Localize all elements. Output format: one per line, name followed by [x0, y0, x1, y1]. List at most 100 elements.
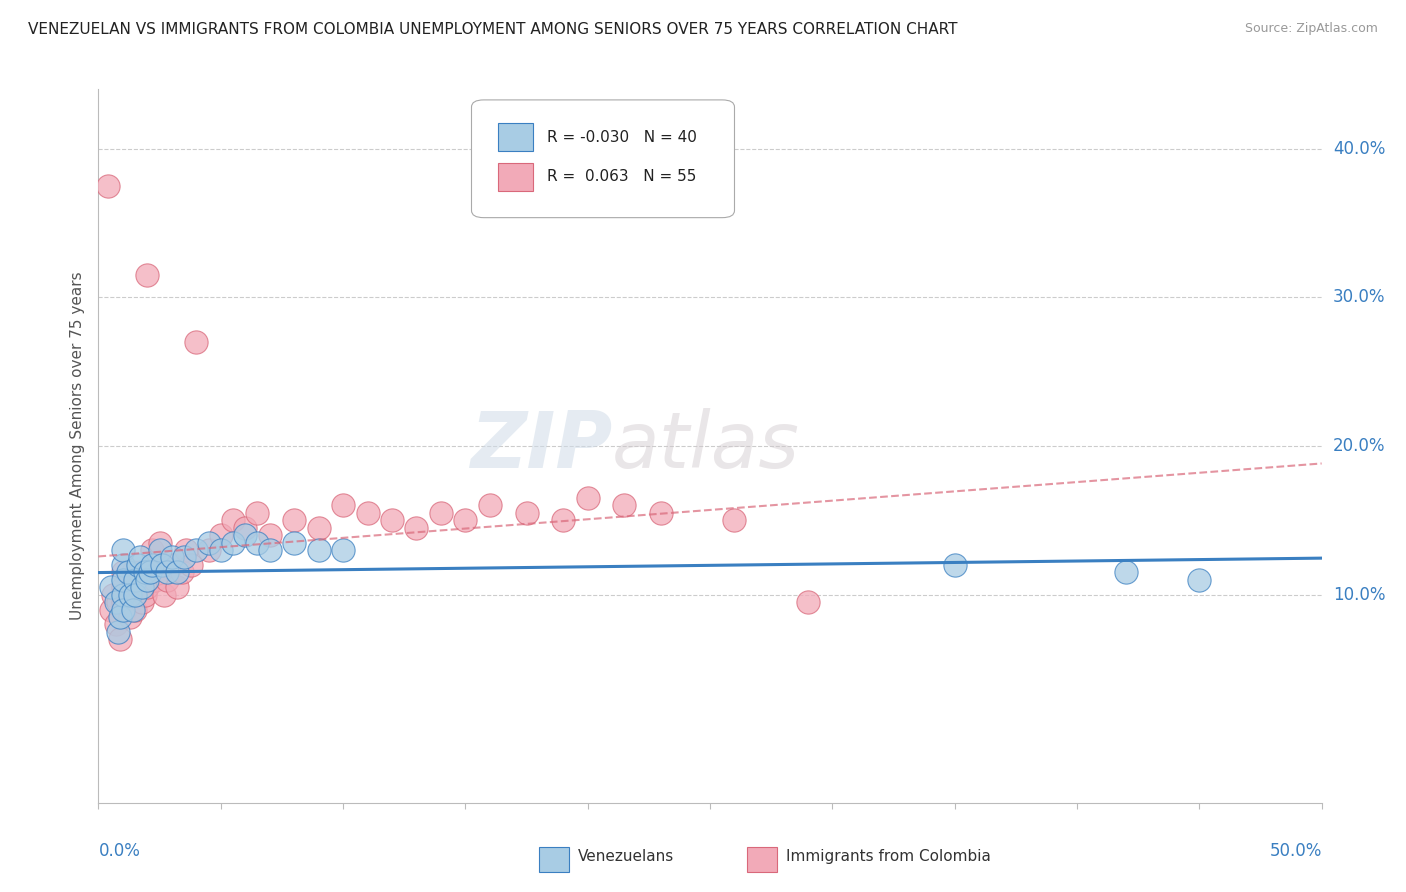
Point: [381, 513, 404, 527]
Point: [173, 550, 195, 565]
Point: [197, 543, 219, 558]
Text: 50.0%: 50.0%: [1270, 842, 1322, 860]
Point: [111, 558, 134, 572]
Point: [259, 528, 281, 542]
Point: [150, 558, 173, 572]
Point: [131, 580, 153, 594]
Point: [723, 513, 745, 527]
Point: [259, 543, 281, 558]
Point: [111, 566, 134, 580]
Point: [332, 499, 354, 513]
Point: [166, 580, 188, 594]
Point: [1115, 566, 1137, 580]
Text: 40.0%: 40.0%: [1333, 140, 1385, 158]
Point: [100, 580, 122, 594]
Point: [150, 558, 173, 572]
Point: [797, 595, 820, 609]
Point: [141, 543, 163, 558]
Text: Source: ZipAtlas.com: Source: ZipAtlas.com: [1244, 22, 1378, 36]
Point: [107, 624, 129, 639]
FancyBboxPatch shape: [498, 163, 533, 191]
Point: [131, 595, 153, 609]
Point: [111, 543, 134, 558]
Point: [124, 573, 146, 587]
Text: Immigrants from Colombia: Immigrants from Colombia: [786, 849, 991, 863]
Text: VENEZUELAN VS IMMIGRANTS FROM COLOMBIA UNEMPLOYMENT AMONG SENIORS OVER 75 YEARS : VENEZUELAN VS IMMIGRANTS FROM COLOMBIA U…: [28, 22, 957, 37]
Point: [576, 491, 599, 505]
Point: [111, 588, 134, 602]
Point: [104, 595, 127, 609]
Point: [209, 543, 232, 558]
Point: [186, 543, 208, 558]
Point: [141, 558, 163, 572]
Point: [283, 513, 305, 527]
Text: 0.0%: 0.0%: [98, 842, 141, 860]
Point: [156, 566, 179, 580]
Point: [114, 602, 136, 616]
Point: [160, 550, 183, 565]
Text: ZIP: ZIP: [470, 408, 612, 484]
Point: [129, 550, 152, 565]
Point: [124, 602, 146, 616]
Point: [134, 588, 156, 602]
Point: [124, 588, 146, 602]
Point: [553, 513, 575, 527]
Point: [156, 573, 179, 587]
Point: [222, 535, 245, 549]
Point: [308, 543, 330, 558]
Point: [110, 610, 132, 624]
Point: [139, 566, 162, 580]
Point: [943, 558, 966, 572]
Point: [153, 588, 176, 602]
Point: [430, 506, 453, 520]
Point: [117, 566, 139, 580]
Point: [121, 602, 143, 616]
Point: [127, 580, 149, 594]
Point: [120, 610, 142, 624]
Point: [233, 528, 256, 542]
Point: [136, 580, 159, 594]
Point: [515, 506, 537, 520]
Point: [613, 499, 636, 513]
FancyBboxPatch shape: [498, 123, 533, 151]
Point: [111, 602, 134, 616]
Point: [136, 573, 159, 587]
Point: [283, 535, 305, 549]
Point: [650, 506, 672, 520]
Point: [170, 566, 193, 580]
Point: [127, 558, 149, 572]
Point: [111, 580, 134, 594]
FancyBboxPatch shape: [471, 100, 734, 218]
Text: 20.0%: 20.0%: [1333, 437, 1385, 455]
Point: [332, 543, 354, 558]
Point: [143, 573, 166, 587]
Point: [111, 573, 134, 587]
Point: [246, 506, 269, 520]
Point: [478, 499, 501, 513]
Text: Venezuelans: Venezuelans: [578, 849, 673, 863]
Point: [117, 588, 139, 602]
Point: [101, 588, 124, 602]
Point: [136, 268, 159, 282]
Point: [160, 558, 183, 572]
Text: 10.0%: 10.0%: [1333, 586, 1385, 604]
Point: [405, 521, 427, 535]
Point: [100, 602, 122, 616]
Point: [104, 617, 127, 632]
Point: [308, 521, 330, 535]
Point: [149, 535, 172, 549]
Point: [111, 595, 134, 609]
Point: [110, 632, 132, 647]
Text: R = -0.030   N = 40: R = -0.030 N = 40: [547, 129, 697, 145]
Point: [454, 513, 477, 527]
Point: [134, 566, 156, 580]
FancyBboxPatch shape: [747, 847, 778, 872]
FancyBboxPatch shape: [538, 847, 569, 872]
Text: atlas: atlas: [612, 408, 800, 484]
Text: R =  0.063   N = 55: R = 0.063 N = 55: [547, 169, 697, 185]
Y-axis label: Unemployment Among Seniors over 75 years: Unemployment Among Seniors over 75 years: [70, 272, 86, 620]
Text: 30.0%: 30.0%: [1333, 288, 1385, 306]
Point: [107, 595, 129, 609]
Point: [124, 588, 146, 602]
Point: [356, 506, 378, 520]
